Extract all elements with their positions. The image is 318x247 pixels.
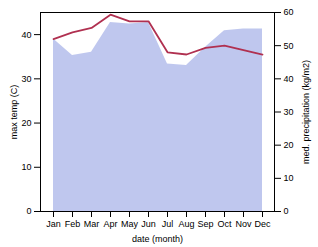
svg-text:date (month): date (month) [132,234,183,244]
svg-text:20: 20 [284,140,294,150]
svg-text:May: May [121,219,139,229]
svg-text:med. precipitation (kg/m2): med. precipitation (kg/m2) [301,60,311,164]
svg-text:Oct: Oct [217,219,232,229]
svg-text:Jun: Jun [141,219,156,229]
svg-text:60: 60 [284,7,294,17]
svg-text:20: 20 [21,118,31,128]
svg-text:Jan: Jan [46,219,61,229]
svg-text:Aug: Aug [178,219,194,229]
svg-text:10: 10 [21,162,31,172]
svg-text:30: 30 [284,107,294,117]
svg-text:0: 0 [284,206,289,216]
svg-text:40: 40 [21,29,31,39]
svg-text:Dec: Dec [254,219,271,229]
svg-text:Mar: Mar [84,219,100,229]
svg-text:Feb: Feb [65,219,81,229]
svg-text:30: 30 [21,74,31,84]
svg-text:Nov: Nov [235,219,252,229]
svg-text:max temp (C): max temp (C) [9,85,19,140]
svg-text:Sep: Sep [197,219,213,229]
svg-text:Jul: Jul [162,219,174,229]
svg-text:40: 40 [284,74,294,84]
svg-text:50: 50 [284,41,294,51]
svg-text:0: 0 [26,206,31,216]
svg-text:Apr: Apr [103,219,117,229]
svg-text:10: 10 [284,173,294,183]
